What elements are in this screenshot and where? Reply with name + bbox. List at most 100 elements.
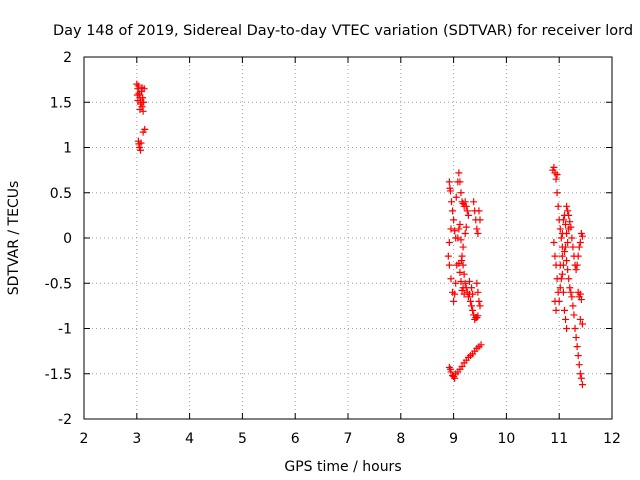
data-point-plus-marker — [574, 252, 582, 260]
data-point-plus-marker — [568, 293, 576, 301]
x-tick-label: 5 — [238, 431, 247, 447]
data-point-plus-marker — [444, 252, 452, 260]
y-tick-label: 0 — [63, 231, 72, 247]
data-point-plus-marker — [567, 223, 575, 231]
data-point-plus-marker — [572, 266, 580, 274]
data-point-plus-marker — [556, 284, 564, 292]
data-point-plus-marker — [463, 207, 471, 215]
data-point-plus-marker — [550, 239, 558, 247]
data-point-plus-marker — [565, 275, 573, 283]
data-point-plus-marker — [446, 365, 454, 373]
data-point-plus-marker — [473, 279, 481, 287]
data-point-plus-marker — [562, 243, 570, 251]
x-tick-label: 7 — [344, 431, 353, 447]
data-point-plus-marker — [576, 315, 584, 323]
data-point-plus-marker — [564, 239, 572, 247]
x-tick-label: 2 — [80, 431, 89, 447]
data-point-plus-marker — [445, 261, 453, 269]
data-point-plus-marker — [461, 279, 469, 287]
data-point-plus-marker — [474, 229, 482, 237]
data-point-plus-marker — [573, 343, 581, 351]
data-point-plus-marker — [565, 211, 573, 219]
data-point-plus-marker — [447, 225, 455, 233]
data-point-plus-marker — [477, 341, 485, 349]
data-point-plus-marker — [563, 202, 571, 210]
data-point-plus-marker — [576, 239, 584, 247]
data-point-plus-marker — [136, 105, 144, 113]
data-point-plus-marker — [568, 234, 576, 242]
x-tick-label: 3 — [132, 431, 141, 447]
y-tick-label: -1.5 — [45, 367, 72, 383]
x-tick-labels: 2 3 4 5 6 7 8 9 10 11 12 — [80, 431, 621, 447]
data-point-plus-marker — [577, 374, 585, 382]
data-point-plus-marker — [553, 171, 561, 179]
y-tick-labels: 2 1.5 1 0.5 0 -0.5 -1 -1.5 -2 — [45, 50, 72, 428]
data-point-plus-marker — [476, 216, 484, 224]
data-point-plus-marker — [469, 290, 477, 298]
data-point-plus-marker — [569, 302, 577, 310]
data-point-plus-marker — [464, 211, 472, 219]
data-point-plus-marker — [452, 279, 460, 287]
data-point-plus-marker — [449, 207, 457, 215]
data-point-plus-marker — [562, 220, 570, 228]
data-point-plus-marker — [560, 306, 568, 314]
data-point-plus-marker — [469, 306, 477, 314]
data-point-plus-marker — [570, 311, 578, 319]
data-point-plus-marker — [554, 202, 562, 210]
tick-marks — [83, 56, 613, 420]
y-tick-label: -2 — [58, 412, 72, 428]
data-point-plus-marker — [466, 297, 474, 305]
data-point-plus-marker — [559, 288, 567, 296]
data-point-plus-marker — [462, 202, 470, 210]
x-tick-label: 8 — [396, 431, 405, 447]
data-point-plus-marker — [470, 198, 478, 206]
data-point-plus-marker — [459, 261, 467, 269]
data-point-plus-marker — [458, 363, 466, 371]
y-tick-label: 1.5 — [50, 95, 72, 111]
data-point-plus-marker — [455, 169, 463, 177]
data-point-plus-marker — [455, 225, 463, 233]
data-point-plus-marker — [446, 184, 454, 192]
x-tick-label: 9 — [449, 431, 458, 447]
data-point-plus-marker — [576, 290, 584, 298]
x-tick-label: 6 — [291, 431, 300, 447]
data-point-plus-marker — [447, 275, 455, 283]
data-point-plus-marker — [551, 252, 559, 260]
data-points — [133, 80, 586, 389]
data-point-plus-marker — [558, 229, 566, 237]
data-point-plus-marker — [564, 207, 572, 215]
data-point-plus-marker — [474, 288, 482, 296]
data-point-plus-marker — [139, 94, 147, 102]
data-point-plus-marker — [572, 334, 580, 342]
data-point-plus-marker — [574, 352, 582, 360]
data-point-plus-marker — [475, 297, 483, 305]
data-point-plus-marker — [563, 325, 571, 332]
data-point-plus-marker — [134, 82, 142, 90]
data-point-plus-marker — [456, 268, 464, 276]
y-tick-label: 2 — [63, 50, 72, 66]
data-point-plus-marker — [137, 139, 145, 147]
y-axis-label: SDTVAR / TECUs — [6, 181, 22, 296]
y-tick-label: -0.5 — [45, 276, 72, 292]
data-point-plus-marker — [459, 284, 467, 292]
data-point-plus-marker — [473, 225, 481, 233]
data-point-plus-marker — [450, 297, 458, 305]
data-point-plus-marker — [460, 270, 468, 278]
data-point-plus-marker — [575, 361, 583, 369]
y-tick-label: 0.5 — [50, 186, 72, 202]
data-point-plus-marker — [445, 239, 453, 247]
data-point-plus-marker — [476, 302, 484, 310]
data-point-plus-marker — [445, 178, 453, 186]
data-point-plus-marker — [457, 189, 465, 197]
data-point-plus-marker — [560, 248, 568, 256]
data-point-plus-marker — [136, 146, 144, 154]
data-point-plus-marker — [553, 189, 561, 197]
data-point-plus-marker — [458, 257, 466, 265]
data-point-plus-marker — [456, 178, 464, 186]
data-point-plus-marker — [474, 312, 482, 320]
y-tick-label: 1 — [63, 141, 72, 157]
data-point-plus-marker — [550, 163, 558, 171]
x-tick-label: 10 — [497, 431, 515, 447]
data-point-plus-marker — [552, 175, 560, 183]
